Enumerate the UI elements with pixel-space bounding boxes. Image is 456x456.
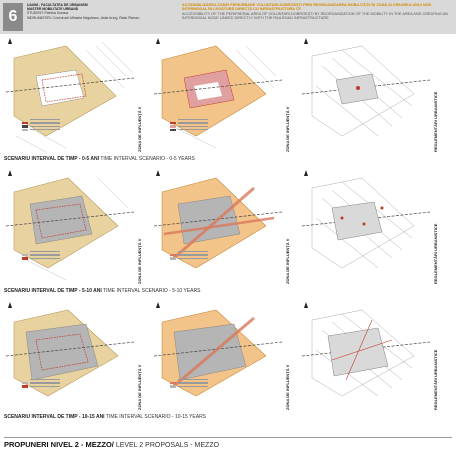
legend-item (22, 381, 60, 385)
map-drawing (302, 170, 430, 269)
legend (22, 118, 60, 132)
map-drawing (154, 38, 282, 149)
legend-item (22, 128, 60, 131)
proposal-title-en: LEVEL 2 PROPOSALS - MEZZO (115, 442, 220, 449)
legend-item (170, 118, 208, 121)
panel-number: 6 (3, 3, 23, 31)
legend-item (170, 128, 208, 131)
legend-item (170, 250, 208, 253)
map-tan-3 (6, 300, 134, 412)
legend-item (170, 257, 208, 260)
legend-item (22, 257, 60, 260)
legend-item (170, 253, 208, 257)
header: 6 UAUIM - FACULTATEA DE URBANISM MASTER … (0, 0, 456, 34)
legend (170, 118, 208, 132)
legend-item (22, 125, 60, 128)
legend-item (22, 118, 60, 121)
legend-item (22, 378, 60, 381)
legend (170, 378, 208, 388)
scenario-title-en: TIME INTERVAL SCENARIO - 0-5 YEARS (100, 156, 195, 162)
map-drawing (6, 38, 134, 153)
legend (170, 250, 208, 260)
zone-label: ZONA DE INFLUENȚĂ V (137, 364, 142, 410)
title-block: ACCESIBILIZAREA ZONEI PERIURBANE VOLUNTA… (182, 3, 452, 21)
scenario-caption: SCENARIU INTERVAL DE TIMP - 0-5 ANI TIME… (4, 156, 195, 162)
legend-item (22, 121, 60, 125)
legend-item (170, 378, 208, 381)
map-drawing (302, 38, 430, 137)
map-drawing (154, 170, 282, 269)
regulation-label: REGLEMENTĂRI URBANISTICE (433, 223, 438, 284)
scenario-title-en: TIME INTERVAL SCENARIO - 5-10 YEARS (103, 288, 201, 294)
map-drawing (154, 302, 282, 397)
map-drawing (302, 302, 430, 397)
map-tan-2 (6, 168, 134, 286)
scenario-title-en: TIME INTERVAL SCENARIO - 10-15 YEARS (105, 414, 207, 420)
legend-item (22, 253, 60, 257)
map-orange-3 (154, 300, 282, 412)
meta-line: INDRUMATORI: Conf.dr.arh.Mihaela Negules… (27, 15, 140, 20)
meta-line: MASTER MOBILITATE URBANĂ (27, 7, 79, 12)
map-orange-2 (154, 168, 282, 286)
map-regulations-1 (302, 36, 430, 154)
scenario-row-2: ZONA DE INFLUENȚĂ V ZONA DE INFLUENȚĂ V (0, 166, 456, 298)
scenario-row-1: ZONA DE INFLUENȚĂ V ZONA DE INFLUENȚĂ V (0, 34, 456, 166)
scenario-caption: SCENARIU INTERVAL DE TIMP - 5-10 ANI TIM… (4, 288, 200, 294)
scenario-title-ro: SCENARIU INTERVAL DE TIMP - 5-10 ANI (4, 288, 102, 294)
legend-item (170, 381, 208, 385)
meta-line: UAUIM - FACULTATEA DE URBANISM (27, 3, 88, 7)
legend (22, 378, 60, 388)
map-tan-1 (6, 36, 134, 154)
zone-label: ZONA DE INFLUENȚĂ V (137, 106, 142, 152)
divider (4, 437, 452, 438)
legend-item (22, 250, 60, 253)
zone-label: ZONA DE INFLUENȚĂ V (285, 238, 290, 284)
map-regulations-3 (302, 300, 430, 412)
regulation-label: REGLEMENTĂRI URBANISTICE (433, 91, 438, 152)
regulation-label: REGLEMENTĂRI URBANISTICE (433, 349, 438, 410)
title-en: ACCESSIBILITY OF THE PERIPHERAL AREA OF … (182, 11, 448, 21)
scenario-title-ro: SCENARIU INTERVAL DE TIMP - 10-15 ANI (4, 414, 105, 420)
map-drawing (6, 170, 134, 281)
legend-item (170, 385, 208, 388)
zone-label: ZONA DE INFLUENȚĂ V (285, 106, 290, 152)
proposal-title-ro: PROPUNERI NIVEL 2 - MEZZO/ (4, 440, 114, 449)
meta-line: STUDENT: Patricia Suzana (27, 11, 69, 16)
map-drawing (6, 302, 134, 397)
map-regulations-2 (302, 168, 430, 286)
legend-item (170, 121, 208, 125)
scenario-caption: SCENARIU INTERVAL DE TIMP - 10-15 ANI TI… (4, 414, 206, 420)
title-ro: ACCESIBILIZAREA ZONEI PERIURBANE VOLUNTA… (182, 3, 432, 12)
legend-item (170, 125, 208, 128)
meta-info: UAUIM - FACULTATEA DE URBANISM MASTER MO… (27, 3, 177, 20)
legend (22, 250, 60, 260)
scenario-title-ro: SCENARIU INTERVAL DE TIMP - 0-5 ANI (4, 156, 100, 162)
legend-item (22, 385, 60, 388)
zone-label: ZONA DE INFLUENȚĂ V (137, 238, 142, 284)
scenario-row-3: ZONA DE INFLUENȚĂ V ZONA DE INFLUENȚĂ V (0, 298, 456, 424)
proposal-title: PROPUNERI NIVEL 2 - MEZZO/ LEVEL 2 PROPO… (4, 440, 219, 449)
footer: PROPUNERI NIVEL 2 - MEZZO/ LEVEL 2 PROPO… (0, 424, 456, 456)
map-orange-1 (154, 36, 282, 154)
zone-label: ZONA DE INFLUENȚĂ V (285, 364, 290, 410)
